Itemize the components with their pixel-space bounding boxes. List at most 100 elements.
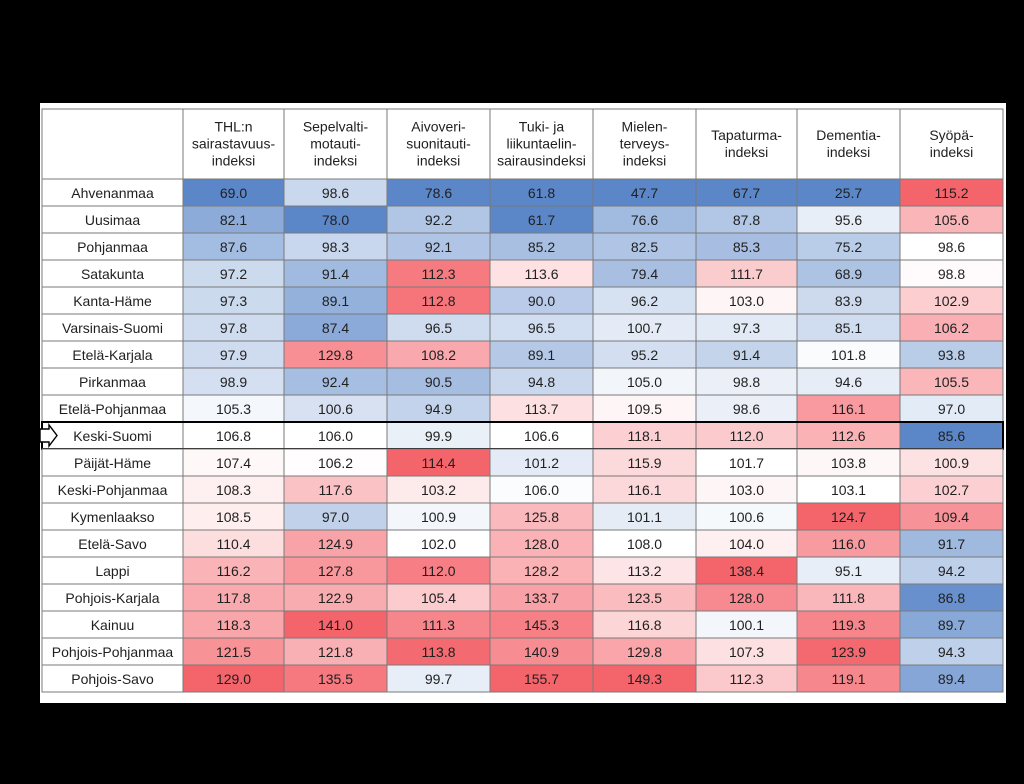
cell-value: 100.6 — [729, 509, 764, 525]
heatmap-cell — [489, 394, 594, 423]
heatmap-cell — [796, 610, 901, 639]
row-label-cell — [41, 232, 184, 261]
row-label: Keski-Suomi — [73, 428, 152, 444]
heatmap-cell — [592, 205, 697, 234]
cell-value: 95.1 — [835, 563, 862, 579]
cell-value: 112.0 — [422, 563, 456, 579]
heatmap-cell — [695, 421, 798, 450]
cell-value: 97.9 — [220, 347, 247, 363]
cell-value: 25.7 — [835, 185, 862, 201]
heatmap-cell — [899, 664, 1004, 693]
cell-value: 113.6 — [525, 266, 559, 282]
heatmap-cell — [796, 502, 901, 531]
heatmap-cell — [182, 178, 285, 207]
cell-value: 124.7 — [831, 509, 866, 525]
cell-value: 87.6 — [220, 239, 247, 255]
column-header-label: indeksi — [827, 144, 871, 160]
heatmap-cell — [592, 367, 697, 396]
heatmap-cell — [695, 367, 798, 396]
cell-value: 102.9 — [934, 293, 969, 309]
column-header-label: indeksi — [725, 144, 769, 160]
cell-value: 96.5 — [528, 320, 555, 336]
cell-value: 105.4 — [421, 590, 456, 606]
heatmap-cell — [283, 664, 388, 693]
column-header-label: sairastavuus- — [192, 136, 276, 152]
heatmap-cell — [796, 556, 901, 585]
cell-value: 102.0 — [421, 536, 456, 552]
heatmap-cell — [796, 178, 901, 207]
cell-value: 115.9 — [628, 455, 662, 471]
heatmap-cell — [283, 448, 388, 477]
heatmap-cell — [182, 340, 285, 369]
cell-value: 78.6 — [425, 185, 452, 201]
cell-value: 89.7 — [938, 617, 965, 633]
cell-value: 90.5 — [425, 374, 452, 390]
cell-value: 102.7 — [934, 482, 969, 498]
column-header-cell — [592, 108, 697, 180]
heatmap-cell — [796, 637, 901, 666]
row-label: Päijät-Häme — [74, 455, 151, 471]
heatmap-cell — [796, 394, 901, 423]
heatmap-cell — [283, 637, 388, 666]
cell-value: 93.8 — [938, 347, 965, 363]
cell-value: 129.8 — [627, 644, 662, 660]
cell-value: 86.8 — [938, 590, 965, 606]
heatmap-cell — [386, 664, 491, 693]
cell-value: 118.1 — [628, 428, 662, 444]
row-label: Etelä-Karjala — [72, 347, 152, 363]
cell-value: 101.7 — [729, 455, 764, 471]
cell-value: 79.4 — [631, 266, 658, 282]
cell-value: 101.1 — [627, 509, 662, 525]
cell-value: 82.1 — [220, 212, 247, 228]
heatmap-cell — [182, 529, 285, 558]
cell-value: 105.3 — [216, 401, 251, 417]
column-header-label: THL:n — [214, 119, 252, 135]
heatmap-cell — [592, 529, 697, 558]
heatmap-cell — [386, 367, 491, 396]
cell-value: 109.4 — [934, 509, 969, 525]
heatmap-cell — [283, 475, 388, 504]
heatmap-cell — [283, 610, 388, 639]
cell-value: 106.0 — [524, 482, 559, 498]
heatmap-cell — [592, 178, 697, 207]
heatmap-cell — [899, 259, 1004, 288]
heatmap-cell — [386, 340, 491, 369]
heatmap-cell — [899, 394, 1004, 423]
cell-value: 123.9 — [831, 644, 866, 660]
cell-value: 121.5 — [216, 644, 251, 660]
row-label-cell — [41, 502, 184, 531]
cell-value: 97.3 — [220, 293, 247, 309]
cell-value: 89.1 — [528, 347, 555, 363]
cell-value: 61.8 — [528, 185, 555, 201]
cell-value: 98.8 — [733, 374, 760, 390]
cell-value: 125.8 — [524, 509, 559, 525]
heatmap-cell — [489, 637, 594, 666]
heatmap-cell — [182, 610, 285, 639]
cell-value: 138.4 — [729, 563, 764, 579]
cell-value: 117.8 — [217, 590, 251, 606]
cell-value: 112.3 — [730, 671, 764, 687]
heatmap-cell — [489, 475, 594, 504]
cell-value: 121.8 — [318, 644, 353, 660]
column-header-cell — [182, 108, 285, 180]
cell-value: 94.8 — [528, 374, 555, 390]
cell-value: 122.9 — [318, 590, 353, 606]
heatmap-cell — [386, 205, 491, 234]
cell-value: 91.4 — [322, 266, 349, 282]
cell-value: 85.1 — [835, 320, 862, 336]
column-header-label: sairausindeksi — [497, 153, 586, 169]
cell-value: 47.7 — [631, 185, 658, 201]
row-label: Pohjois-Pohjanmaa — [52, 644, 174, 660]
row-label-cell — [41, 583, 184, 612]
heatmap-cell — [182, 367, 285, 396]
heatmap-cell — [899, 610, 1004, 639]
cell-value: 75.2 — [835, 239, 862, 255]
cell-value: 128.0 — [524, 536, 559, 552]
column-header-label: indeksi — [314, 153, 358, 169]
row-label-cell — [41, 610, 184, 639]
cell-value: 98.8 — [938, 266, 965, 282]
column-header-label: Mielen- — [622, 119, 668, 135]
heatmap-cell — [386, 448, 491, 477]
heatmap-cell — [386, 502, 491, 531]
cell-value: 123.5 — [627, 590, 662, 606]
